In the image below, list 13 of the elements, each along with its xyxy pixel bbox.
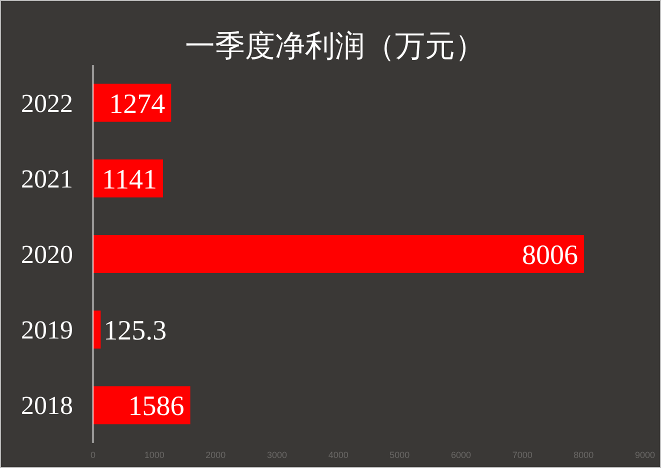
y-tick-label: 2019	[21, 316, 73, 345]
data-label: 1274	[109, 88, 166, 120]
y-tick-label: 2021	[21, 164, 73, 194]
data-label: 1141	[102, 164, 157, 196]
y-tick-label: 2018	[21, 391, 73, 420]
chart-title: 一季度净利润（万元）	[185, 29, 485, 64]
y-tick-label: 2022	[21, 88, 73, 118]
data-label: 125.3	[104, 316, 167, 347]
data-label: 8006	[522, 240, 578, 271]
bar	[93, 310, 101, 349]
bar	[93, 235, 584, 273]
y-tick-label: 2020	[21, 240, 73, 269]
data-label: 1586	[128, 391, 184, 422]
